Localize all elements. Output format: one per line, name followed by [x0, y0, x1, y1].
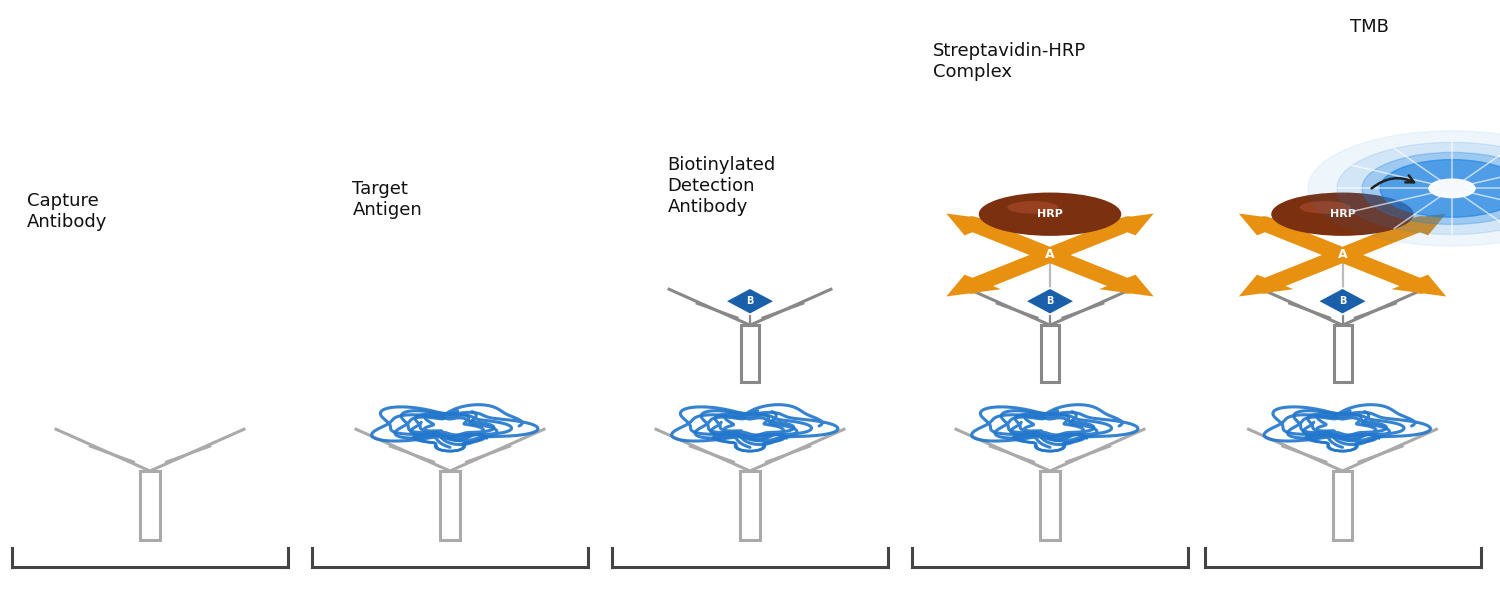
Text: A: A — [1338, 248, 1347, 262]
Text: B: B — [747, 296, 753, 306]
Circle shape — [1362, 152, 1500, 224]
Ellipse shape — [1270, 193, 1413, 236]
Circle shape — [1308, 131, 1500, 246]
Bar — [1041, 325, 1059, 382]
Polygon shape — [1239, 214, 1293, 235]
Bar — [1332, 471, 1353, 540]
Bar — [741, 325, 759, 382]
Polygon shape — [1317, 288, 1368, 314]
Text: A: A — [1046, 248, 1054, 262]
Polygon shape — [726, 288, 774, 314]
Polygon shape — [1100, 214, 1154, 235]
Text: HRP: HRP — [1036, 209, 1064, 219]
Bar — [1041, 471, 1059, 540]
Bar — [1334, 325, 1352, 382]
Polygon shape — [1392, 275, 1446, 296]
Polygon shape — [1239, 275, 1293, 296]
Ellipse shape — [1008, 201, 1059, 214]
Polygon shape — [946, 275, 1000, 296]
Circle shape — [1380, 160, 1500, 217]
Text: Target
Antigen: Target Antigen — [352, 180, 423, 219]
Bar — [741, 471, 759, 540]
Bar — [141, 471, 159, 540]
Ellipse shape — [978, 193, 1120, 236]
Circle shape — [1430, 179, 1474, 197]
Text: Biotinylated
Detection
Antibody: Biotinylated Detection Antibody — [668, 156, 776, 215]
Text: HRP: HRP — [1329, 209, 1356, 219]
Text: TMB: TMB — [1350, 18, 1389, 36]
Bar — [441, 471, 459, 540]
Polygon shape — [946, 214, 1000, 235]
Polygon shape — [1392, 214, 1446, 235]
Text: Streptavidin-HRP
Complex: Streptavidin-HRP Complex — [933, 42, 1086, 81]
Ellipse shape — [1299, 201, 1352, 214]
Text: Capture
Antibody: Capture Antibody — [27, 192, 108, 231]
Text: B: B — [1340, 296, 1346, 306]
Circle shape — [1336, 142, 1500, 235]
Polygon shape — [1026, 288, 1074, 314]
Polygon shape — [1100, 275, 1154, 296]
Text: B: B — [1047, 296, 1053, 306]
